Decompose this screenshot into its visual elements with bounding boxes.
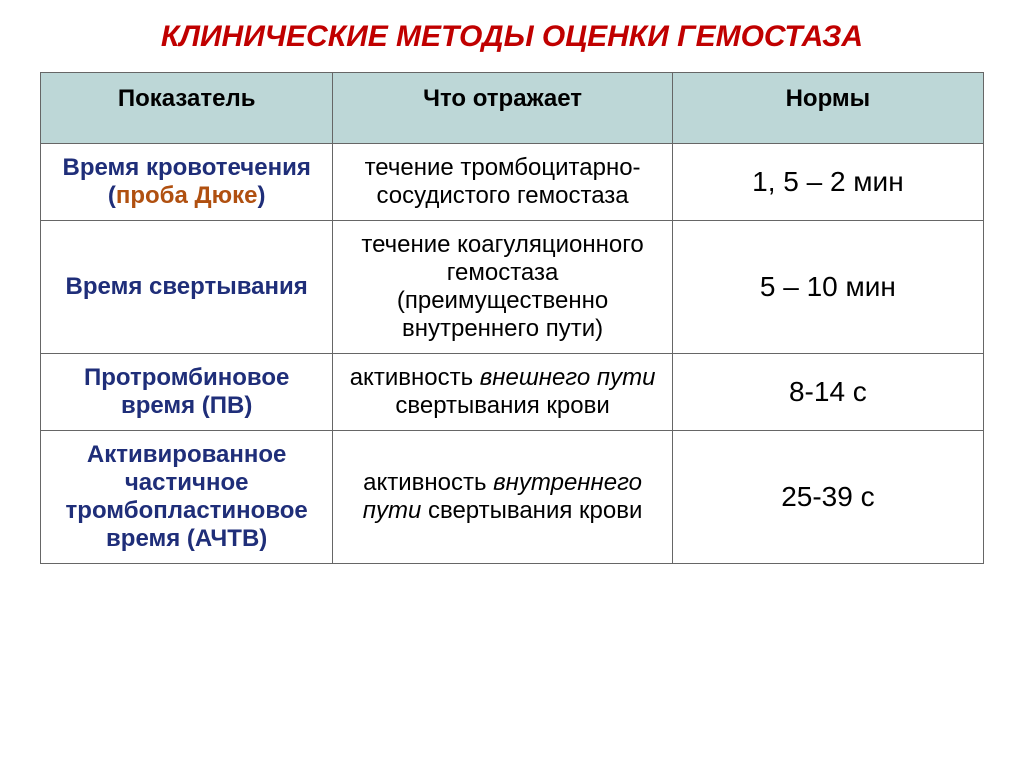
cell-norm: 25-39 с xyxy=(672,431,983,564)
col-header-norms: Нормы xyxy=(672,73,983,144)
table-header-row: Показатель Что отражает Нормы xyxy=(41,73,984,144)
cell-norm: 5 – 10 мин xyxy=(672,221,983,354)
cell-indicator: Время кровотечения (проба Дюке) xyxy=(41,144,333,221)
cell-reflects: течение тромбоцитарно-сосудистого гемост… xyxy=(333,144,672,221)
table-row: Время кровотечения (проба Дюке)течение т… xyxy=(41,144,984,221)
cell-norm: 8-14 с xyxy=(672,354,983,431)
cell-reflects: активность внешнего пути свертывания кро… xyxy=(333,354,672,431)
cell-norm: 1, 5 – 2 мин xyxy=(672,144,983,221)
col-header-reflects: Что отражает xyxy=(333,73,672,144)
cell-reflects: течение коагуляционного гемостаза (преим… xyxy=(333,221,672,354)
table-row: Активированное частичное тромбопластинов… xyxy=(41,431,984,564)
col-header-indicator: Показатель xyxy=(41,73,333,144)
cell-indicator: Протромбиновое время (ПВ) xyxy=(41,354,333,431)
table-row: Время свертываниятечение коагуляционного… xyxy=(41,221,984,354)
hemostasis-table: Показатель Что отражает Нормы Время кров… xyxy=(40,72,984,564)
table-row: Протромбиновое время (ПВ)активность внеш… xyxy=(41,354,984,431)
cell-indicator: Время свертывания xyxy=(41,221,333,354)
cell-reflects: активность внутреннего пути свертывания … xyxy=(333,431,672,564)
page-title: КЛИНИЧЕСКИЕ МЕТОДЫ ОЦЕНКИ ГЕМОСТАЗА xyxy=(40,20,984,54)
cell-indicator: Активированное частичное тромбопластинов… xyxy=(41,431,333,564)
